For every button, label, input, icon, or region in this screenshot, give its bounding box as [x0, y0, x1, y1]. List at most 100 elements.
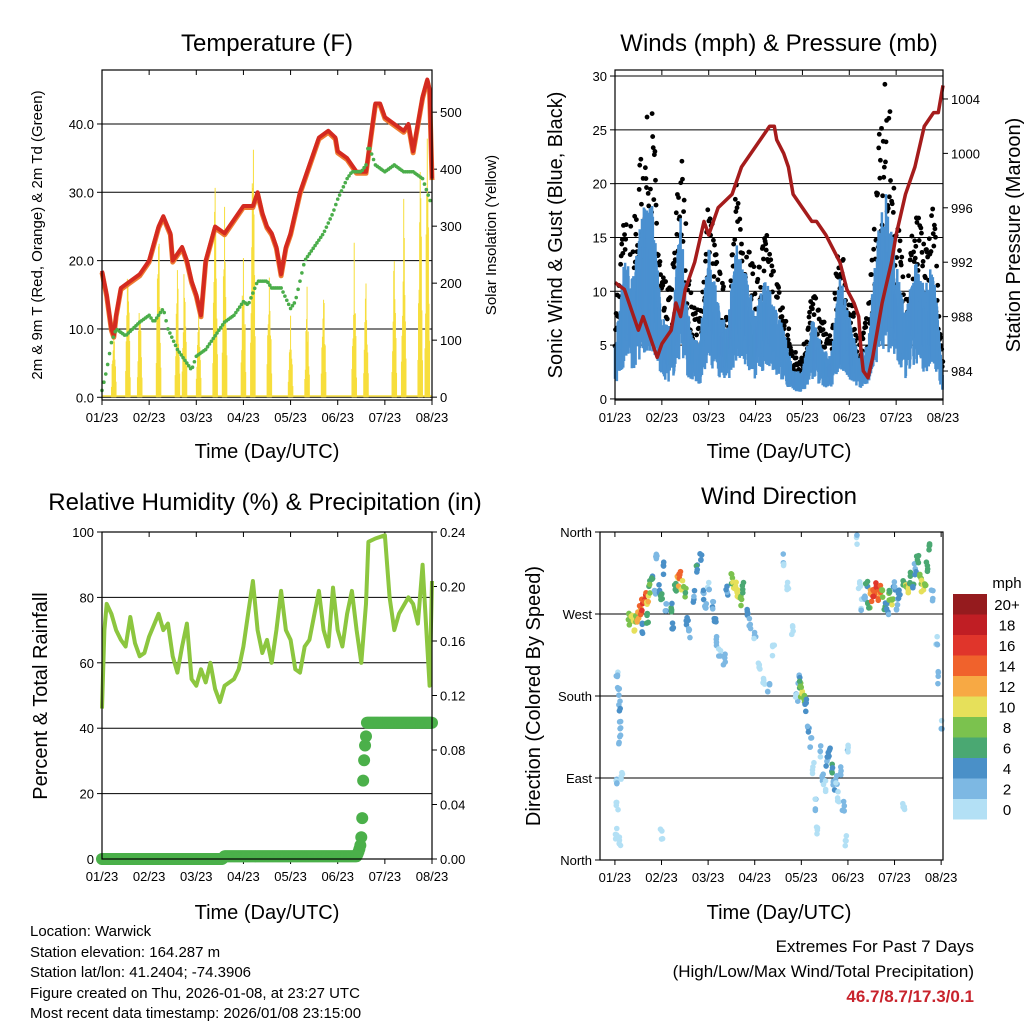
legend-title: mph: [992, 575, 1021, 592]
gust-point: [881, 174, 887, 180]
gust-point: [852, 326, 857, 332]
dewpoint-point: [286, 302, 291, 307]
gust-point: [623, 222, 629, 228]
gust-point: [750, 271, 756, 277]
x-tick-label: 01/23: [86, 869, 119, 884]
gust-point: [645, 190, 651, 196]
gust-point: [928, 249, 934, 254]
dewpoint-point: [102, 380, 106, 385]
wind-direction-point: [854, 541, 860, 547]
legend-label: 12: [999, 679, 1016, 696]
y-tick-label: 0.0: [76, 390, 94, 405]
wind-direction-point: [857, 583, 864, 589]
wind-direction-point: [918, 588, 925, 595]
x-tick-label: 02/23: [133, 869, 166, 884]
gust-point: [813, 295, 819, 301]
wind-direction-point: [789, 623, 796, 629]
gust-point: [683, 221, 689, 227]
x-tick-label: 04/23: [227, 869, 260, 884]
gust-point: [622, 247, 628, 252]
gust-point: [935, 282, 941, 288]
wind-direction-point: [723, 586, 729, 593]
gust-point: [644, 114, 650, 120]
dewpoint-point: [294, 295, 299, 300]
legend-label: 2: [1003, 782, 1011, 799]
y-tick-label: 100: [72, 525, 94, 540]
gust-point: [851, 310, 857, 316]
wind-direction-point: [843, 833, 850, 839]
wind-direction-point: [662, 608, 669, 614]
winds-xlabel: Time (Day/UTC): [707, 441, 852, 463]
y-tick-label: 5: [600, 338, 607, 353]
wind-direction-point: [715, 653, 722, 659]
plot-frame: [599, 531, 944, 861]
legend-label: 16: [999, 638, 1016, 655]
wind-direction-point: [673, 588, 680, 594]
wind-direction-point: [682, 589, 689, 596]
wind-direction-point: [669, 625, 675, 632]
wind-direction-point: [819, 773, 826, 779]
gust-point: [876, 145, 882, 151]
dewpoint-point: [345, 176, 349, 181]
gust-point: [840, 257, 846, 262]
wind-direction-point: [764, 688, 771, 695]
wind-direction-point: [761, 681, 768, 687]
y-tick-label: 10.0: [69, 322, 94, 337]
wind-direction-point: [922, 582, 929, 589]
wind-direction-point: [841, 808, 848, 814]
wind-direction-point: [751, 629, 758, 636]
dewpoint-point: [309, 249, 314, 253]
wind-direction-point: [691, 587, 698, 594]
dewpoint-point: [105, 362, 110, 367]
x-tick-label: 02/23: [645, 870, 678, 885]
gust-point: [929, 213, 934, 219]
winds-ylabel: Sonic Wind & Gust (Blue, Black): [545, 92, 567, 379]
wind-direction-point: [812, 796, 818, 802]
gust-point: [664, 316, 670, 322]
wind-direction-point: [836, 798, 842, 805]
gust-point: [658, 272, 663, 277]
wind-direction-point: [766, 681, 773, 688]
gust-point: [714, 259, 720, 265]
gust-point: [717, 271, 723, 277]
gust-point: [897, 248, 902, 253]
gust-point: [894, 255, 900, 260]
dewpoint-point: [426, 193, 431, 197]
gust-point: [880, 193, 886, 199]
legend-swatch: [953, 799, 987, 820]
wind-direction-point: [905, 589, 912, 596]
dewpoint-point: [311, 246, 316, 251]
dewpoint-point: [154, 316, 159, 320]
x-tick-label: 05/23: [785, 870, 818, 885]
gust-point: [806, 325, 811, 331]
humidity-xlabel: Time (Day/UTC): [195, 902, 340, 924]
gust-point: [763, 247, 769, 253]
dewpoint-point: [343, 180, 348, 185]
gust-point: [804, 339, 810, 345]
wind-direction-point: [659, 835, 666, 842]
dewpoint-point: [215, 331, 219, 335]
gust-point: [623, 236, 629, 242]
wind-direction-point: [645, 598, 652, 605]
dewpoint-point: [326, 221, 331, 225]
wind-direction-point: [926, 547, 932, 553]
wind-direction-point: [613, 825, 620, 832]
dewpoint-point: [107, 351, 112, 356]
gust-point: [913, 243, 919, 249]
gust-point: [653, 202, 659, 208]
y-right-tick-label: 300: [440, 219, 462, 234]
wind-direction-point: [888, 596, 895, 603]
y-tick-label: 30.0: [69, 185, 94, 200]
y-tick-label: 20: [593, 177, 607, 192]
dewpoint-point: [247, 300, 251, 305]
dewpoint-point: [217, 328, 221, 333]
humidity-plot: 0 20 40 60 80 100 0.00 0.04 0.08 0.12 0.16 0.20 0.24…: [72, 525, 465, 884]
gust-point: [662, 305, 667, 311]
gust-point: [888, 178, 893, 183]
x-tick-label: 07/23: [878, 870, 911, 885]
gust-point: [934, 263, 940, 269]
wind-direction-point: [739, 589, 746, 596]
gust-point: [648, 186, 653, 192]
y-right-tick-label: 1004: [951, 92, 980, 107]
y-right-tick-label: 200: [440, 276, 462, 291]
